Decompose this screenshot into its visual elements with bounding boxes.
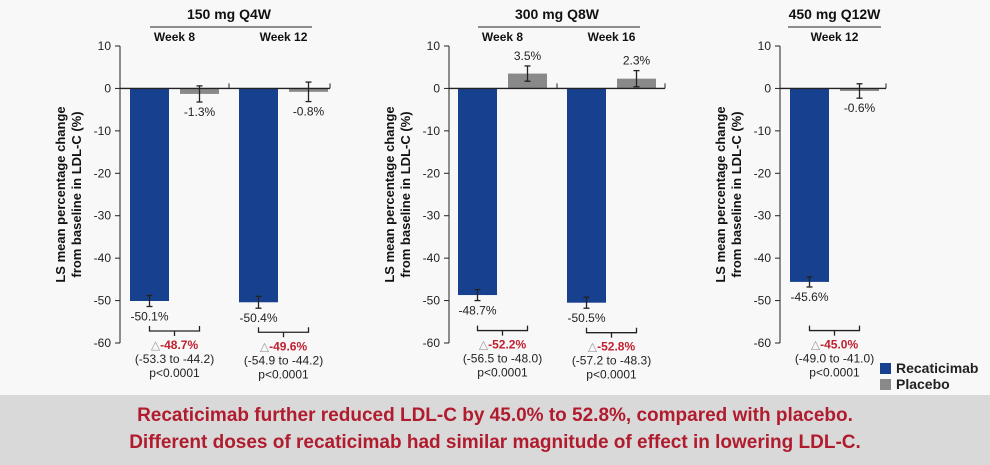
bar-recaticimab — [458, 88, 497, 296]
comparison-bracket — [585, 327, 638, 338]
y-tick-label: -50 — [423, 294, 441, 308]
y-tick-label: 10 — [98, 39, 112, 53]
panel-title: 300 mg Q8W — [515, 6, 600, 22]
y-tick-label: 10 — [758, 39, 772, 53]
banner-line-1: Recaticimab further reduced LDL-C by 45.… — [137, 405, 853, 426]
legend-swatch-recaticimab — [880, 362, 891, 374]
panel-title: 450 mg Q12W — [789, 6, 882, 22]
confidence-interval: (-57.2 to -48.3) — [572, 354, 651, 368]
y-tick-label: 0 — [104, 81, 111, 95]
delta-label: △-49.6% — [260, 339, 308, 353]
value-label: 3.5% — [514, 49, 542, 63]
value-label: -50.5% — [567, 311, 605, 325]
delta-label: △-48.7% — [151, 338, 199, 352]
comparison-bracket — [148, 325, 201, 336]
y-axis-label: LS mean percentage change — [53, 106, 68, 282]
legend-swatch-placebo — [880, 378, 891, 390]
comparison-bracket — [808, 325, 861, 336]
panel-title: 150 mg Q4W — [187, 6, 272, 22]
y-tick-label: -60 — [423, 336, 441, 350]
y-tick-label: -60 — [94, 336, 112, 350]
y-tick-label: -30 — [423, 209, 441, 223]
comparison-bracket — [476, 325, 529, 336]
value-label: -1.3% — [184, 105, 216, 119]
y-tick-label: -30 — [94, 209, 112, 223]
bar-recaticimab — [790, 88, 829, 282]
legend-item-placebo: Placebo — [880, 376, 978, 392]
p-value: p<0.0001 — [477, 366, 528, 380]
delta-label: △-45.0% — [811, 338, 859, 352]
y-tick-label: -40 — [423, 251, 441, 265]
group-label: Week 12 — [811, 30, 859, 44]
group-label: Week 12 — [260, 30, 308, 44]
confidence-interval: (-53.3 to -44.2) — [135, 352, 214, 366]
legend-item-recaticimab: Recaticimab — [880, 360, 978, 376]
group-label: Week 8 — [154, 30, 195, 44]
y-axis-label: from baseline in LDL-C (%) — [729, 111, 744, 277]
delta-label: △-52.8% — [588, 340, 636, 354]
y-axis-label: LS mean percentage change — [713, 106, 728, 282]
y-tick-label: 10 — [427, 39, 441, 53]
bar-recaticimab — [239, 88, 278, 303]
value-label: -48.7% — [458, 304, 496, 318]
bar-recaticimab — [130, 88, 169, 301]
legend: Recaticimab Placebo — [880, 360, 978, 392]
bar-recaticimab — [567, 88, 606, 303]
y-tick-label: -20 — [94, 166, 112, 180]
p-value: p<0.0001 — [809, 366, 860, 380]
comparison-bracket — [257, 327, 310, 338]
group-label: Week 16 — [588, 30, 636, 44]
confidence-interval: (-49.0 to -41.0) — [795, 352, 874, 366]
y-tick-label: 0 — [433, 81, 440, 95]
y-tick-label: -10 — [423, 124, 441, 138]
value-label: -0.8% — [293, 105, 325, 119]
legend-label: Placebo — [896, 376, 950, 392]
value-label: -0.6% — [844, 101, 876, 115]
p-value: p<0.0001 — [586, 368, 637, 382]
value-label: -50.4% — [239, 311, 277, 325]
y-tick-label: -60 — [754, 336, 772, 350]
legend-label: Recaticimab — [896, 360, 979, 376]
y-tick-label: -20 — [754, 166, 772, 180]
group-label: Week 8 — [482, 30, 523, 44]
p-value: p<0.0001 — [258, 367, 309, 381]
confidence-interval: (-54.9 to -44.2) — [244, 353, 323, 367]
value-label: -45.6% — [790, 290, 828, 304]
y-axis-label: from baseline in LDL-C (%) — [398, 111, 413, 277]
value-label: 2.3% — [623, 54, 651, 68]
y-axis-label: from baseline in LDL-C (%) — [69, 111, 84, 277]
value-label: -50.1% — [130, 310, 168, 324]
conclusion-banner: Recaticimab further reduced LDL-C by 45.… — [0, 395, 990, 465]
ldl-c-bar-chart: LS mean percentage change from baseline i… — [53, 6, 887, 382]
y-tick-label: -50 — [754, 294, 772, 308]
y-axis-label: LS mean percentage change — [382, 106, 397, 282]
p-value: p<0.0001 — [149, 366, 200, 380]
delta-label: △-52.2% — [479, 338, 527, 352]
y-tick-label: -20 — [423, 166, 441, 180]
banner-line-2: Different doses of recaticimab had simil… — [129, 432, 861, 453]
y-tick-label: -10 — [754, 124, 772, 138]
y-tick-label: -50 — [94, 294, 112, 308]
y-tick-label: 0 — [764, 81, 771, 95]
y-tick-label: -30 — [754, 209, 772, 223]
confidence-interval: (-56.5 to -48.0) — [463, 352, 542, 366]
y-tick-label: -10 — [94, 124, 112, 138]
y-tick-label: -40 — [94, 251, 112, 265]
y-tick-label: -40 — [754, 251, 772, 265]
